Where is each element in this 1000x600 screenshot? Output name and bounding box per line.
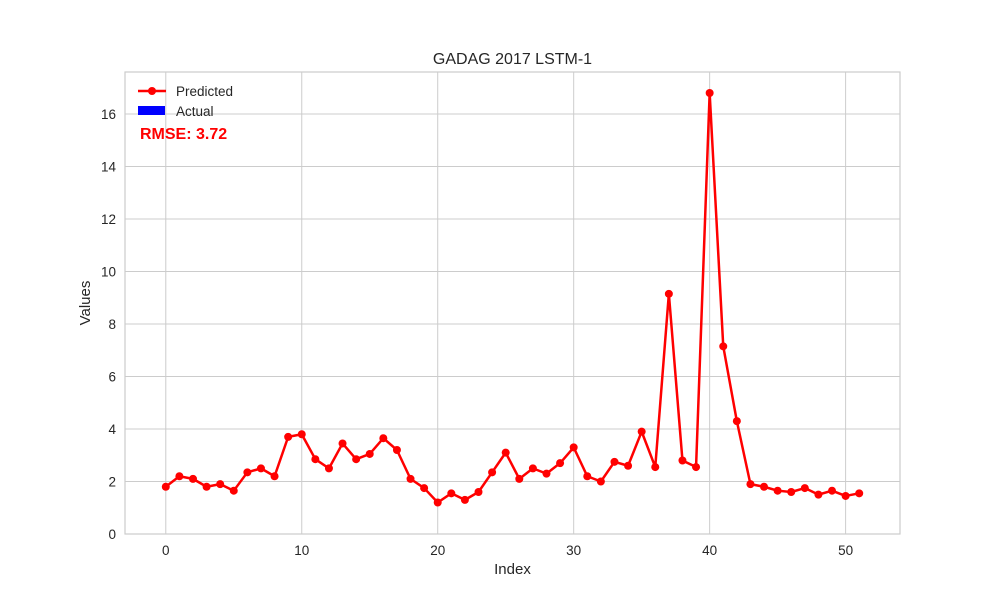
data-point [352, 455, 361, 464]
data-point [284, 432, 293, 441]
plot-area [125, 72, 900, 534]
data-point [678, 456, 687, 465]
legend-label-actual: Actual [176, 104, 214, 119]
data-point [760, 482, 769, 491]
data-point [528, 464, 537, 473]
data-point [460, 495, 469, 504]
x-tick-label: 30 [566, 543, 581, 558]
data-point [746, 480, 755, 489]
data-point [433, 498, 442, 507]
data-point [583, 472, 592, 481]
data-point [379, 434, 388, 443]
data-point [161, 482, 170, 491]
data-point [420, 484, 429, 493]
data-point [243, 468, 252, 477]
y-tick-label: 8 [108, 317, 116, 332]
data-point [651, 463, 660, 472]
data-point [324, 464, 333, 473]
data-point [406, 474, 415, 483]
legend: Predicted Actual [138, 84, 233, 119]
data-point [270, 472, 279, 481]
data-point [392, 446, 401, 454]
y-tick-label: 16 [101, 107, 116, 122]
y-tick-label: 2 [108, 475, 116, 490]
y-tick-label: 10 [101, 265, 116, 280]
data-point [664, 289, 673, 298]
y-tick-label: 4 [108, 422, 116, 437]
data-point [841, 491, 850, 500]
data-point [732, 417, 741, 426]
data-point [624, 461, 633, 470]
x-axis-title: Index [494, 561, 531, 578]
data-point [365, 449, 374, 458]
data-point [256, 464, 265, 473]
data-point [515, 474, 524, 483]
data-point [311, 455, 320, 464]
series-line-predicted [164, 91, 861, 504]
plot-frame [124, 71, 901, 535]
x-tick-label: 50 [838, 543, 853, 558]
data-point [610, 457, 619, 466]
data-point [488, 468, 497, 477]
data-point [542, 469, 551, 478]
data-point [338, 439, 347, 448]
data-point [596, 477, 605, 486]
legend-marker-predicted [148, 87, 156, 95]
data-point [229, 486, 238, 495]
data-point [787, 488, 796, 496]
data-point [800, 484, 809, 493]
data-point [814, 490, 823, 499]
rmse-annotation: RMSE: 3.72 [140, 126, 227, 143]
data-point [719, 342, 728, 351]
chart-title: GADAG 2017 LSTM-1 [433, 51, 592, 68]
x-tick-label: 20 [430, 543, 445, 558]
y-tick-label: 0 [108, 527, 116, 542]
data-point [188, 474, 197, 483]
data-point [692, 463, 701, 472]
data-point [447, 489, 456, 498]
data-point [855, 489, 864, 498]
data-point [556, 459, 565, 468]
data-point [501, 448, 510, 457]
x-tick-label: 0 [162, 543, 170, 558]
y-axis-title: Values [77, 281, 94, 326]
data-point [297, 430, 306, 439]
data-point [202, 482, 211, 491]
x-tick-label: 10 [294, 543, 309, 558]
data-point [569, 443, 578, 452]
x-tick-label: 40 [702, 543, 717, 558]
data-point [474, 488, 483, 496]
y-tick-label: 14 [101, 160, 117, 175]
data-point [637, 427, 646, 436]
data-point [773, 486, 782, 495]
data-point [175, 472, 184, 481]
axis-ticks: 0 10 20 30 40 50 0 2 4 6 8 10 12 14 16 [101, 107, 853, 558]
y-tick-label: 12 [101, 212, 116, 227]
data-point [828, 486, 837, 495]
y-tick-label: 6 [108, 370, 116, 385]
legend-label-predicted: Predicted [176, 84, 233, 99]
legend-swatch-actual [138, 106, 165, 115]
data-point [705, 89, 714, 97]
series-group [161, 89, 864, 507]
data-point [216, 480, 225, 489]
